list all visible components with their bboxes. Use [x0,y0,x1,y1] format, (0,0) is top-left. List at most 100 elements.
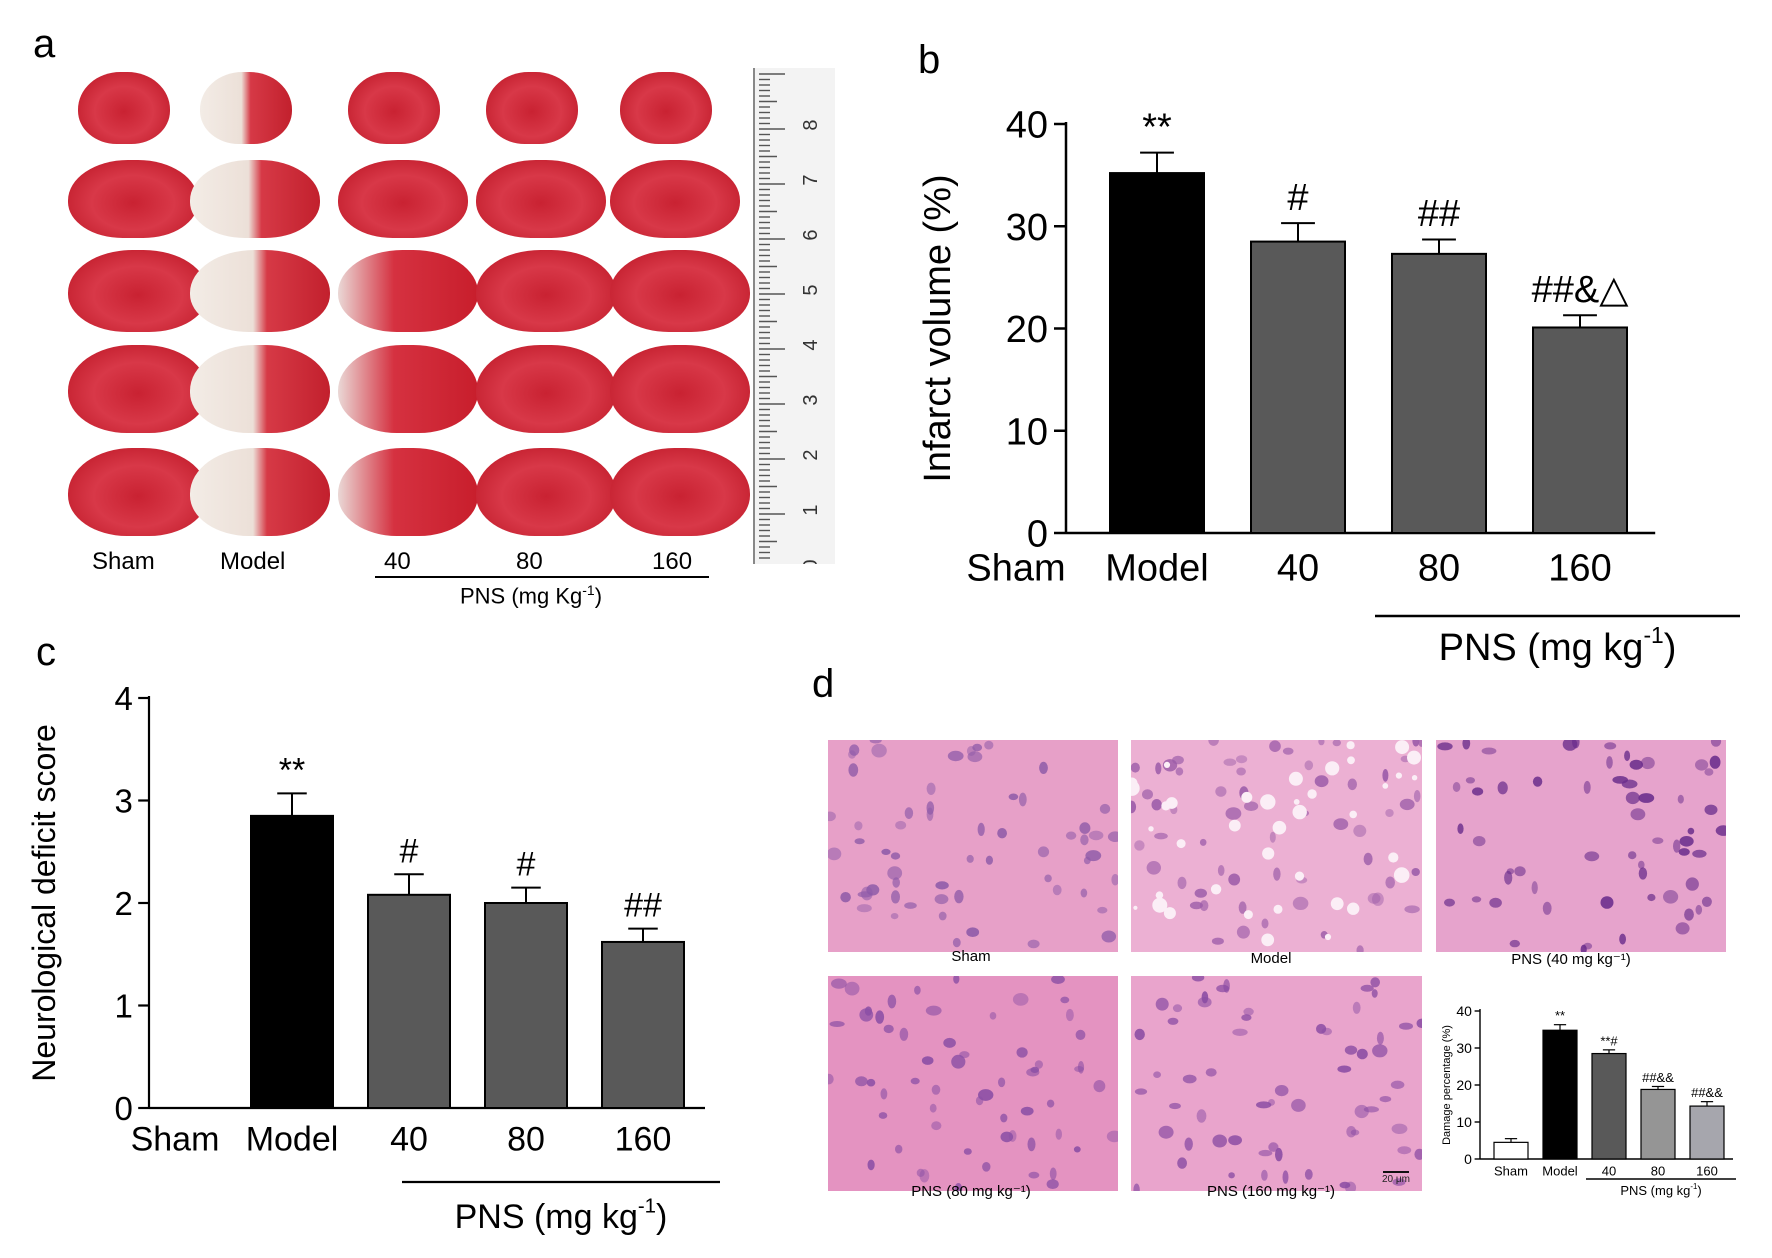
panel-label-a: a [33,22,56,66]
y-axis-label: Infarct volume (%) [917,174,959,482]
significance-label: ## [1418,193,1460,235]
brain-slice [476,160,606,238]
group-label: PNS (mg kg-1) [1439,622,1677,669]
x-tick-label: Model [1542,1163,1578,1178]
group-label: PNS (mg kg-1) [455,1196,668,1236]
pns-label-a: PNS (mg Kg-1) [460,582,603,609]
bar-80 [484,902,568,1109]
x-tick-label: 80 [1418,548,1460,590]
group-label-160: 160 [652,548,693,575]
bar-40 [1591,1052,1627,1160]
panel-label-c: c [36,630,56,674]
micro-caption-80: PNS (80 mg kg⁻¹) [911,1183,1031,1200]
y-tick-label: 30 [1456,1040,1472,1056]
x-tick-label: 160 [1548,548,1611,590]
scale-bar-label: 20 μm [1382,1174,1410,1185]
x-tick-label: 160 [615,1121,672,1159]
brain-slice [348,72,440,144]
significance-label: **# [1600,1033,1618,1048]
brain-slice [476,448,616,536]
x-tick-label: 80 [507,1121,545,1159]
bar-40 [1250,240,1346,534]
bar-sham [1493,1141,1529,1160]
bar-model [1542,1029,1578,1160]
ruler-number: 7 [800,174,822,185]
significance-label: ##&△ [1532,269,1630,311]
bar-40 [367,893,451,1109]
significance-label: # [1287,177,1308,219]
bar-160 [601,940,685,1110]
ruler-number: 6 [800,229,822,240]
x-tick-label: Sham [131,1121,220,1159]
micro-caption-160: PNS (160 mg kg⁻¹) [1207,1183,1335,1200]
scale-bar: 20 μm [1382,1171,1410,1185]
pns-bracket-line [375,576,709,578]
group-label: PNS (mg kg-1) [1620,1182,1701,1198]
micrograph-tile [1131,740,1422,952]
y-tick-label: 4 [114,680,132,717]
ruler-number: 2 [800,449,822,460]
significance-label: ##&& [1691,1085,1723,1100]
y-tick-label: 10 [1456,1114,1472,1130]
ruler-ticks: 8 7 6 5 4 3 2 1 0 [759,73,822,571]
bar-160 [1532,326,1628,535]
brain-slice [68,345,208,433]
x-tick-label: Sham [1494,1163,1528,1178]
brain-slice [190,250,330,332]
ruler-number: 0 [800,559,822,564]
brain-slice [338,345,478,433]
brain-slice [68,160,198,238]
x-tick-label: 40 [1602,1163,1616,1178]
y-axis-label: Damage percentage (%) [1441,1025,1453,1145]
micro-caption-model: Model [1250,950,1292,967]
x-tick-label: Model [1105,548,1209,590]
panel-label-d: d [812,662,835,706]
y-tick-label: 2 [114,885,132,922]
significance-label: ** [1555,1008,1565,1023]
brain-slice [476,250,616,332]
brain-slice [338,160,468,238]
y-tick-label: 0 [114,1090,132,1127]
brain-slice [620,72,712,144]
brain-slice [610,160,740,238]
chart-neuro-score: 0 1 2 3 4 Neurological deficit score Sham ** Mod… [26,680,720,1236]
brain-slice [610,345,750,433]
micrograph-tile [828,976,1118,1191]
significance-label: ##&& [1642,1070,1674,1085]
bar-80 [1640,1088,1676,1160]
panel-label-b: b [918,38,941,82]
bar-model [250,814,334,1109]
x-tick-label: 160 [1696,1163,1718,1178]
group-label-80: 80 [516,548,543,575]
y-axis-label: Neurological deficit score [26,724,62,1082]
y-tick-label: 3 [114,782,132,819]
x-tick-label: Sham [966,548,1065,590]
y-tick-label: 40 [1006,105,1048,147]
x-tick-label: 40 [1277,548,1319,590]
ruler-number: 3 [800,394,822,405]
bar-80 [1391,252,1487,534]
y-tick-label: 0 [1464,1151,1472,1167]
brain-slice [338,448,478,536]
ruler: 8 7 6 5 4 3 2 1 0 [753,68,835,571]
brain-slice [610,250,750,332]
micrograph-tile: 20 μm [1131,976,1422,1191]
bar-160 [1689,1105,1725,1160]
brain-slice [338,250,478,332]
micrograph-tile [1436,740,1726,952]
brain-slice [68,250,208,332]
y-tick-label: 40 [1456,1003,1472,1019]
brain-slice [486,72,578,144]
micro-caption-sham: Sham [951,948,991,965]
y-tick-label: 30 [1006,207,1048,249]
brain-slice [190,345,330,433]
group-label-sham: Sham [92,548,155,575]
ruler-number: 1 [800,504,822,515]
y-tick-label: 20 [1006,309,1048,351]
brain-slice [190,160,320,238]
brain-slice [200,72,292,144]
ruler-number: 5 [800,284,822,295]
chart-infarct-volume: 0 10 20 30 40 Infarct volume (%) Sham ** Model #4… [917,105,1740,669]
significance-label: # [517,846,536,884]
